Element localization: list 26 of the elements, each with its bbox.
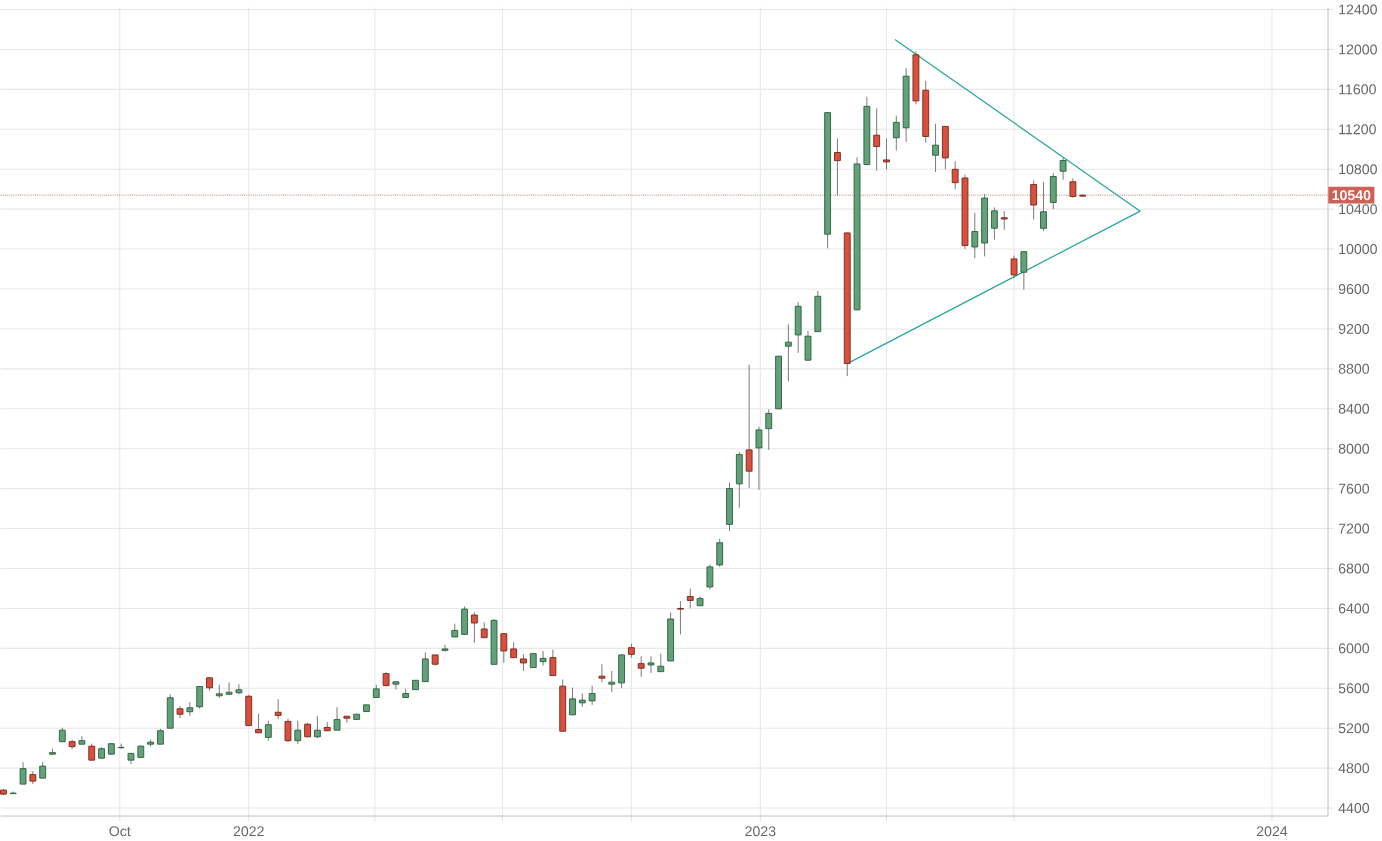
y-tick-label: 10400 — [1339, 204, 1377, 215]
x-tick-label: Oct — [109, 826, 131, 837]
x-tick-label: 2024 — [1256, 826, 1288, 837]
y-tick-label: 12000 — [1339, 44, 1377, 55]
y-tick-label: 6400 — [1338, 603, 1370, 614]
y-tick-label: 9600 — [1338, 284, 1370, 295]
y-tick-label: 6000 — [1338, 643, 1370, 654]
y-tick-label: 6800 — [1338, 563, 1370, 574]
y-tick-label: 8000 — [1338, 443, 1370, 454]
y-tick-label: 10800 — [1339, 164, 1377, 175]
y-tick-label: 12400 — [1339, 4, 1377, 15]
y-tick-label: 5200 — [1338, 723, 1370, 734]
x-tick-label: 2023 — [745, 826, 776, 837]
y-tick-label: 8400 — [1338, 403, 1370, 414]
y-tick-label: 7200 — [1338, 523, 1370, 534]
ref-line-label: 10540 — [1332, 190, 1371, 201]
y-tick-label: 4400 — [1338, 803, 1370, 814]
y-tick-label: 8800 — [1338, 364, 1370, 375]
y-tick-label: 11600 — [1339, 84, 1376, 95]
y-tick-label: 7600 — [1338, 483, 1370, 494]
x-tick-label: 2022 — [233, 826, 264, 837]
y-tick-label: 4800 — [1338, 763, 1370, 774]
y-tick-label: 5600 — [1338, 683, 1370, 694]
y-tick-label: 10000 — [1339, 244, 1377, 255]
y-tick-label: 11200 — [1339, 124, 1376, 135]
y-tick-label: 9200 — [1338, 324, 1370, 335]
